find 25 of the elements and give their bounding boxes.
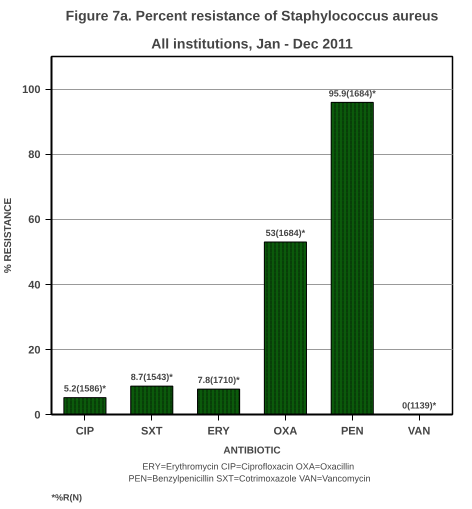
- text: PEN=Benzylpenicillin SXT=Cotrimoxazole VAN=Vancomycin: [128, 474, 371, 484]
- data-label: 8.7(1543)*: [130, 372, 174, 382]
- x-tick-label: SXT: [141, 426, 163, 438]
- y-axis-title: % RESISTANCE: [3, 197, 14, 274]
- x-tick-label: OXA: [274, 426, 298, 438]
- x-tick-label: VAN: [408, 426, 430, 438]
- x-tick-label: PEN: [340, 426, 364, 438]
- x-tick-label: CIP: [76, 426, 94, 438]
- y-tick-label: 100: [22, 84, 41, 96]
- data-label: 0(1139)*: [402, 400, 437, 410]
- chart-title: Figure 7a. Percent resistance of Staphylococcus aureus: [66, 8, 439, 24]
- y-tick-label: 0: [34, 410, 41, 422]
- text: ERY=Erythromycin CIP=Ciprofloxacin OXA=Oxacillin: [142, 462, 354, 472]
- data-label: 53(1684)*: [266, 228, 306, 238]
- y-tick-label: 60: [28, 214, 41, 226]
- x-axis-title: ANTIBIOTIC: [223, 446, 281, 456]
- y-tick-label: 80: [28, 149, 41, 162]
- text: *%R(N): [52, 492, 82, 502]
- chart-subtitle: All institutions, Jan - Dec 2011: [151, 36, 353, 52]
- y-tick-label: 20: [28, 344, 41, 356]
- y-tick-label: 40: [28, 279, 41, 292]
- x-tick-label: ERY: [207, 426, 230, 438]
- data-label: 95.9(1684)*: [328, 88, 376, 98]
- data-label: 7.8(1710)*: [198, 375, 240, 386]
- data-label: 5.2(1586)*: [64, 384, 106, 394]
